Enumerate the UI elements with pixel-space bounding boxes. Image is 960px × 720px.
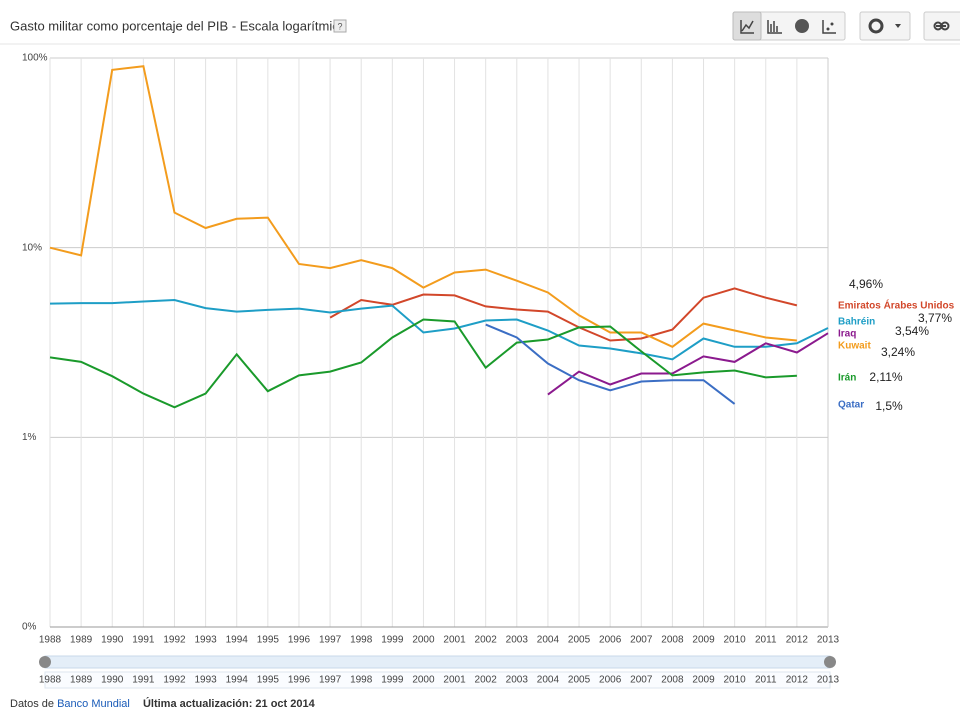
timeline-year: 2013 [817,675,840,686]
timeline-year: 2012 [786,675,809,686]
scatter-icon [822,20,836,34]
timeline-year: 1997 [319,675,342,686]
title: Gasto militar como porcentaje del PIB - … [10,18,347,33]
legend-label: Bahréin [838,317,875,328]
update-date: Última actualización: 21 oct 2014 [142,698,315,710]
series-line [49,318,797,409]
series-line [329,287,798,342]
legend-label: Qatar [838,400,864,411]
x-tick-label: 1996 [288,635,311,646]
timeline-year: 1992 [163,675,186,686]
x-tick-label: 1998 [350,635,373,646]
value-label: 2,11% [869,370,902,384]
timeline-years [44,671,831,689]
timeline-year: 1995 [257,675,280,686]
footer: Datos de Banco Mundial Última actualizac… [10,698,315,710]
timeline-year: 1988 [39,675,62,686]
y-tick-label: 10% [22,242,42,253]
value-label: 3,24% [881,345,915,359]
line-icon [740,20,754,34]
x-tick-label: 2006 [599,635,622,646]
timeline-year: 2009 [692,675,715,686]
x-tick-label: 1999 [381,635,404,646]
y-tick-label: 100% [22,53,48,64]
x-tick-label: 1988 [39,635,62,646]
x-tick-label: 1995 [257,635,280,646]
help-text[interactable]: ? [337,21,342,31]
bar-icon [767,20,782,34]
timeline-year: 1989 [70,675,93,686]
caret [895,24,901,28]
x-tick-label: 2007 [630,635,653,646]
timeline-year: 1996 [288,675,311,686]
timeline-year: 1998 [350,675,373,686]
timeline-year: 1999 [381,675,404,686]
x-tick-label: 1989 [70,635,93,646]
link-ring [940,21,950,31]
source-link[interactable]: Banco Mundial [57,698,130,710]
y-tick-label: 0% [22,622,37,633]
timeline-year: 1994 [226,675,249,686]
value-label: 3,54% [895,324,929,338]
timeline-year: 2003 [506,675,529,686]
legend-label: Irán [838,373,856,384]
timeline-year: 2000 [412,675,435,686]
x-tick-label: 1991 [132,635,155,646]
x-tick-label: 2009 [692,635,715,646]
help-icon[interactable] [333,19,347,33]
x-tick-label: 2011 [755,635,777,646]
timeline-year: 2007 [630,675,653,686]
toolbar [732,11,960,41]
value-label: 4,96% [849,277,883,291]
timeline-handle[interactable] [39,656,51,668]
x-tick-label: 1990 [101,635,124,646]
timeline-year: 1991 [132,675,155,686]
timeline-year: 2010 [724,675,747,686]
timeline-track[interactable] [44,655,831,669]
x-tick-label: 2010 [724,635,747,646]
dot [830,22,834,26]
x-tick-label: 2001 [443,635,466,646]
timeline-year: 2004 [537,675,560,686]
x-tick-label: 2005 [568,635,591,646]
x-tick-label: 2013 [817,635,840,646]
timeline-year: 2001 [443,675,466,686]
y-tick-label: 1% [22,432,37,443]
x-tick-label: 2003 [506,635,529,646]
legend-label: Kuwait [838,341,871,352]
gear-icon [868,18,884,34]
timeline-handle[interactable] [824,656,836,668]
timeline-year: 2002 [475,675,498,686]
timeline-year: 1993 [194,675,217,686]
legend-label: Iraq [838,329,856,340]
value-label: 3,77% [918,311,952,325]
x-tick-label: 1992 [163,635,186,646]
x-tick-label: 2004 [537,635,560,646]
settings-button[interactable] [859,11,911,41]
timeline-year: 2008 [661,675,684,686]
x-tick-label: 2002 [475,635,498,646]
x-tick-label: 2000 [412,635,435,646]
x-tick-label: 2012 [786,635,809,646]
timeline-year: 2006 [599,675,622,686]
timeline-year: 1990 [101,675,124,686]
value-label: 1,5% [875,399,903,413]
x-tick-label: 1994 [226,635,249,646]
footer-prefix: Datos de [10,698,55,710]
series-line [547,332,829,396]
series-line [485,323,736,405]
timeline-year: 2011 [755,675,777,686]
map-icon [795,19,809,33]
x-tick-label: 1997 [319,635,342,646]
timeline-year: 2005 [568,675,591,686]
x-tick-label: 2008 [661,635,684,646]
dot [826,27,830,31]
legend-label: Emiratos Árabes Unidos [838,299,955,312]
series-line [49,298,829,361]
series-line [49,65,797,348]
x-tick-label: 1993 [194,635,217,646]
